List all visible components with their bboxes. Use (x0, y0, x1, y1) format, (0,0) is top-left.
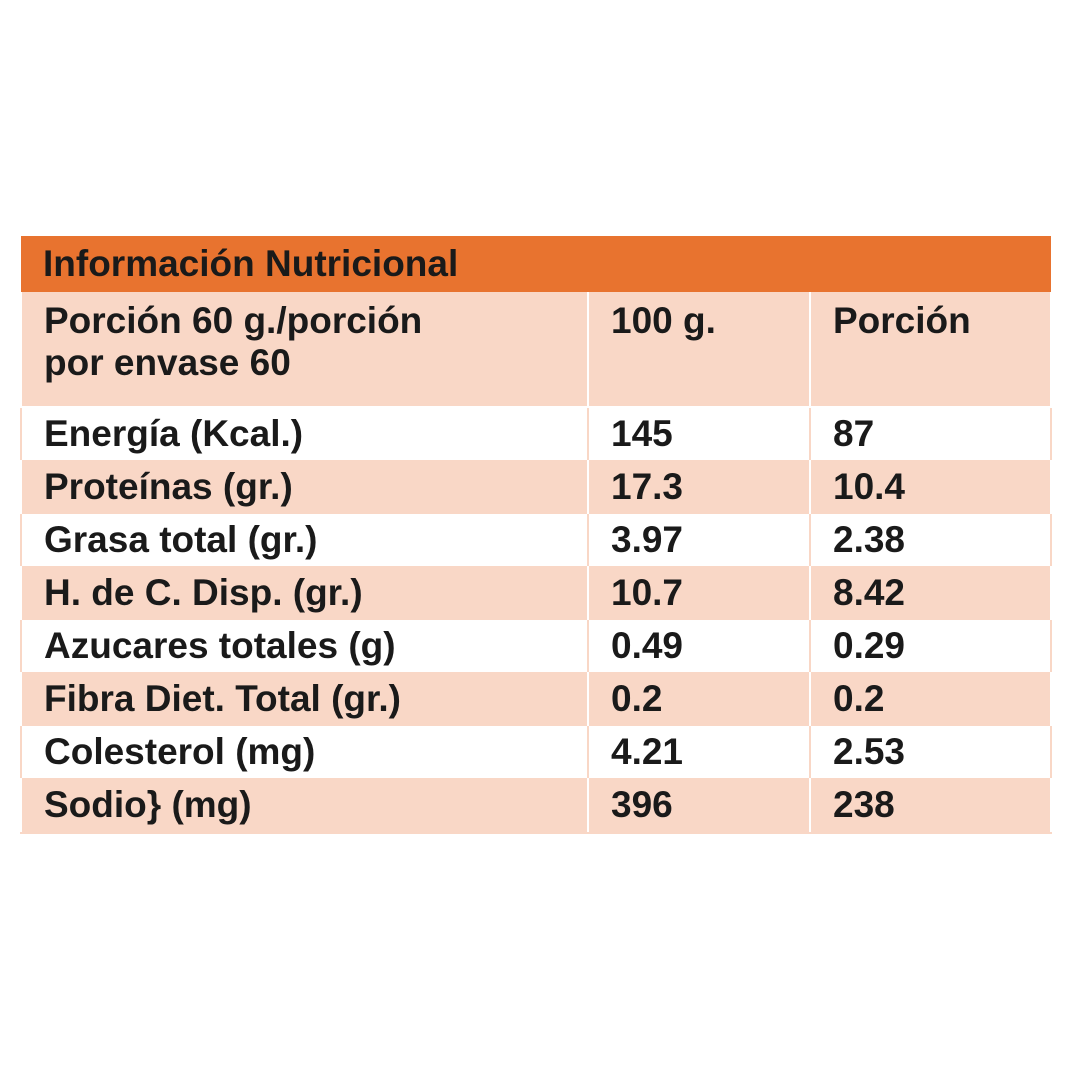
value-per-portion: 2.38 (808, 514, 1053, 566)
value-per-100g: 0.49 (587, 620, 811, 672)
table-row: Fibra Diet. Total (gr.) 0.2 0.2 (20, 672, 1053, 726)
nutrient-name: Sodio} (mg) (20, 778, 589, 834)
nutrient-name: Grasa total (gr.) (20, 514, 589, 566)
value-per-portion: 2.53 (808, 726, 1053, 778)
nutrient-name: Colesterol (mg) (20, 726, 589, 778)
value-per-100g: 10.7 (587, 566, 811, 620)
table-row: Proteínas (gr.) 17.3 10.4 (20, 460, 1053, 514)
nutrient-name: Azucares totales (g) (20, 620, 589, 672)
value-per-100g: 4.21 (587, 726, 811, 778)
value-per-portion: 0.29 (808, 620, 1053, 672)
table-title: Información Nutricional (21, 236, 1052, 292)
nutrient-name: H. de C. Disp. (gr.) (20, 566, 589, 620)
table-row: Colesterol (mg) 4.21 2.53 (20, 726, 1053, 778)
value-per-portion: 87 (808, 407, 1053, 460)
value-per-100g: 145 (587, 407, 811, 460)
column-header-portion: Porción (808, 292, 1053, 408)
value-per-100g: 0.2 (587, 672, 811, 726)
value-per-portion: 10.4 (808, 460, 1053, 514)
servings-per-container-label: por envase 60 (44, 342, 291, 383)
value-per-portion: 0.2 (808, 672, 1053, 726)
table-row: H. de C. Disp. (gr.) 10.7 8.42 (20, 566, 1053, 620)
column-header-100g: 100 g. (587, 292, 811, 408)
table-row: Energía (Kcal.) 145 87 (20, 407, 1053, 460)
nutrient-name: Proteínas (gr.) (20, 460, 589, 514)
nutrient-name: Fibra Diet. Total (gr.) (20, 672, 589, 726)
value-per-portion: 238 (808, 778, 1053, 834)
nutrient-name: Energía (Kcal.) (20, 407, 589, 460)
value-per-100g: 17.3 (587, 460, 811, 514)
serving-size-label: Porción 60 g./porción (44, 300, 423, 341)
table-row: Sodio} (mg) 396 238 (20, 778, 1053, 834)
value-per-100g: 3.97 (587, 514, 811, 566)
nutrition-table: Información Nutricional Porción 60 g./po… (20, 236, 1053, 834)
table-header-row: Porción 60 g./porción por envase 60 100 … (20, 292, 1053, 408)
table-title-row: Información Nutricional (21, 236, 1052, 292)
value-per-100g: 396 (587, 778, 811, 834)
table-row: Azucares totales (g) 0.49 0.29 (20, 620, 1053, 672)
value-per-portion: 8.42 (808, 566, 1053, 620)
table-row: Grasa total (gr.) 3.97 2.38 (20, 514, 1053, 566)
serving-info: Porción 60 g./porción por envase 60 (20, 292, 589, 408)
